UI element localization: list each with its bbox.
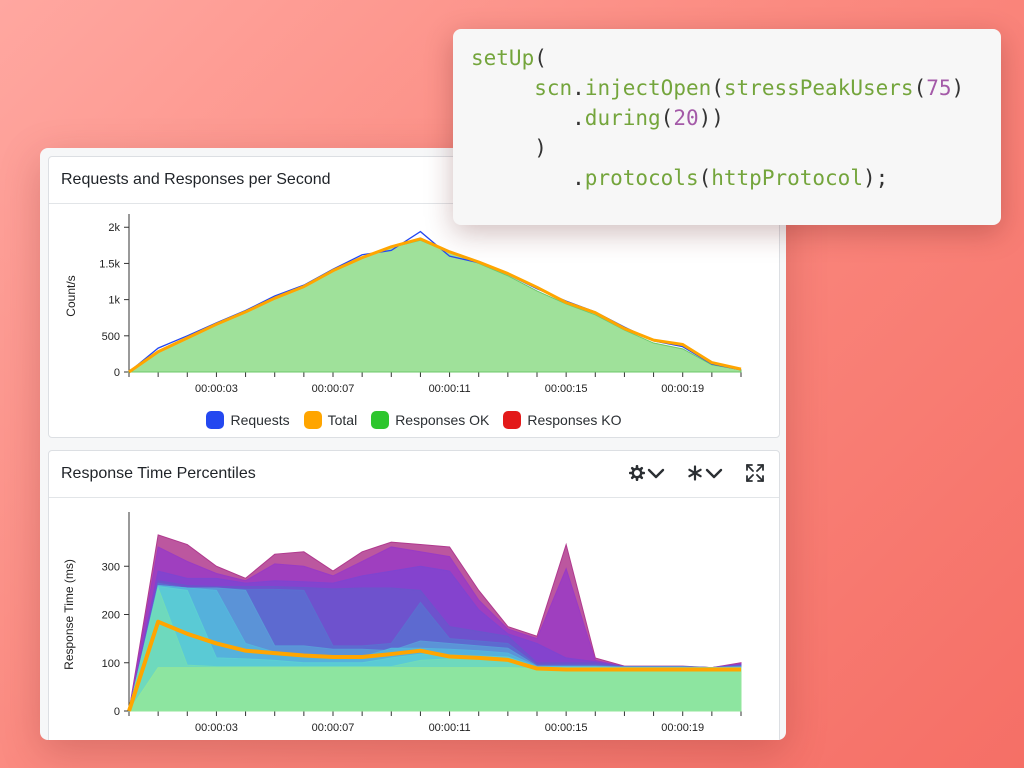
code-token: ( [534, 46, 547, 70]
code-line: .protocols(httpProtocol); [471, 163, 888, 193]
code-snippet: setUp( scn.injectOpen(stressPeakUsers(75… [453, 29, 1001, 225]
legend-label: Requests [230, 412, 290, 428]
legend-item[interactable]: Responses OK [371, 411, 489, 429]
y-tick-label: 1k [108, 295, 120, 307]
code-token: 20 [673, 106, 699, 130]
x-tick-label: 00:00:03 [195, 722, 238, 734]
x-tick-label: 00:00:11 [429, 722, 471, 734]
chart-legend: Requests Total Responses OK Responses KO [49, 411, 779, 429]
percentiles-chart[interactable]: 0 100 200 300 00:00:03 00:00:07 00:00:11 00:00:… [49, 498, 779, 738]
legend-item[interactable]: Requests [206, 411, 290, 429]
settings-dropdown[interactable] [629, 465, 665, 481]
code-token: injectOpen [584, 76, 712, 100]
code-line: .during(20)) [471, 103, 724, 133]
series-dropdown[interactable] [687, 465, 723, 481]
panel-title: Response Time Percentiles [61, 465, 256, 482]
panel-header: Requests and Responses per Second [49, 157, 779, 204]
legend-label: Total [327, 412, 358, 428]
code-token: ) [951, 76, 965, 100]
gear-icon [629, 465, 645, 481]
code-line: setUp( [471, 43, 547, 73]
y-tick-label: 500 [102, 331, 120, 343]
expand-button[interactable] [745, 463, 765, 483]
legend-swatch [371, 411, 390, 429]
chevron-down-icon [705, 468, 723, 479]
legend-item[interactable]: Responses KO [503, 411, 622, 429]
x-tick-label: 00:00:07 [312, 383, 355, 395]
code-token: . [471, 166, 585, 190]
legend-swatch [303, 411, 322, 429]
code-token: 75 [926, 76, 952, 100]
legend-swatch [206, 411, 225, 429]
y-tick-label: 1.5k [99, 258, 120, 270]
legend-label: Responses KO [527, 412, 622, 428]
y-tick-label: 0 [114, 706, 120, 718]
code-token: during [584, 106, 661, 130]
series-total-line [128, 237, 742, 374]
panel-header: Response Time Percentiles [49, 451, 779, 498]
code-token: ( [660, 106, 674, 130]
series-p50-line [127, 619, 741, 712]
expand-icon [746, 464, 764, 482]
y-tick-label: 2k [108, 222, 120, 234]
series-min-area [128, 667, 742, 712]
code-token: )) [698, 106, 724, 130]
asterisk-icon [688, 465, 702, 481]
code-line: ) [471, 133, 547, 163]
legend-label: Responses OK [395, 412, 490, 428]
x-tick-label: 00:00:07 [312, 722, 355, 734]
panel-title: Requests and Responses per Second [61, 171, 331, 188]
code-token: ( [913, 76, 927, 100]
code-token: setUp [471, 46, 535, 70]
series-responses-ok-area [127, 239, 742, 373]
x-tick-label: 00:00:03 [195, 383, 238, 395]
x-tick-label: 00:00:15 [545, 383, 588, 395]
code-token: . [471, 106, 585, 130]
code-line: scn.injectOpen(stressPeakUsers(75) [471, 73, 964, 103]
percentiles-panel: Response Time Percentiles [48, 450, 780, 740]
y-tick-label: 100 [102, 658, 120, 670]
y-tick-label: 200 [102, 610, 120, 622]
code-token: ( [711, 76, 724, 100]
x-tick-label: 00:00:19 [661, 383, 704, 395]
code-token: protocols [584, 166, 699, 190]
y-tick-label: 0 [114, 367, 120, 379]
code-token: stressPeakUsers [723, 76, 914, 100]
x-tick-label: 00:00:15 [545, 722, 588, 734]
requests-chart[interactable]: 0 500 1k 1.5k 2k 00:00:03 00:00:07 00:00:11 00:0… [49, 204, 779, 404]
y-axis-label: Count/s [64, 275, 78, 316]
legend-item[interactable]: Total [303, 411, 358, 429]
code-token: ) [471, 136, 547, 160]
x-tick-label: 00:00:19 [661, 722, 704, 734]
panel-toolbar [629, 463, 765, 483]
code-token: httpProtocol [711, 166, 863, 190]
legend-swatch [503, 411, 522, 429]
code-token: ); [862, 166, 889, 190]
code-token: ( [698, 166, 712, 190]
code-token: scn [471, 76, 573, 100]
code-token: . [572, 76, 585, 100]
y-axis-label: Response Time (ms) [62, 559, 76, 670]
y-tick-label: 300 [102, 561, 120, 573]
x-tick-label: 00:00:11 [429, 383, 471, 395]
chevron-down-icon [647, 468, 665, 479]
dashboard-container: Requests and Responses per Second 0 500 1k… [40, 148, 786, 740]
